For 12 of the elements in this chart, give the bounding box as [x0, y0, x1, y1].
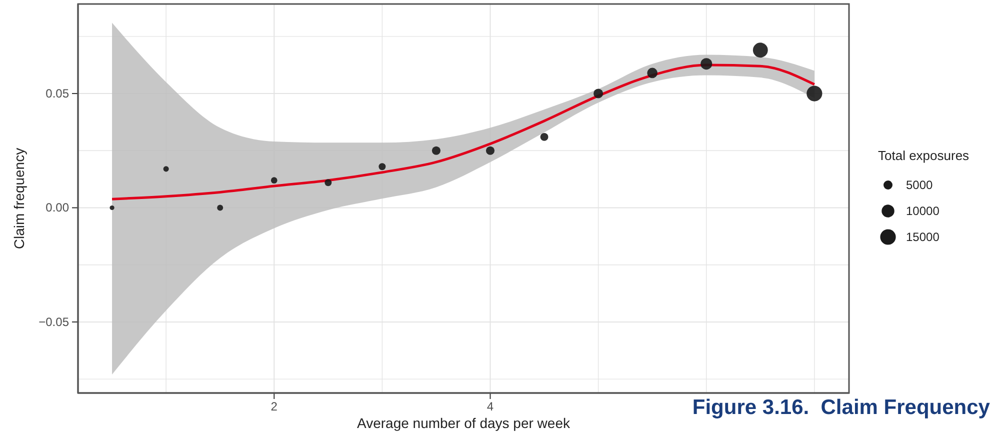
legend-label: 15000: [906, 230, 940, 244]
y-tick-label: 0.00: [46, 200, 70, 215]
x-tick-label: 4: [486, 400, 494, 414]
y-axis-title: Claim frequency: [11, 148, 27, 250]
legend-label: 10000: [906, 204, 940, 218]
legend-label: 5000: [906, 178, 934, 192]
x-tick-label: 2: [270, 400, 278, 414]
legend-title: Total exposures: [878, 148, 970, 163]
text: Figure 3.16. Claim Frequency: [692, 396, 990, 419]
y-tick-label: −0.05: [38, 314, 70, 329]
x-axis-title: Average number of days per week: [357, 415, 571, 431]
y-tick-label: 0.05: [46, 86, 70, 100]
